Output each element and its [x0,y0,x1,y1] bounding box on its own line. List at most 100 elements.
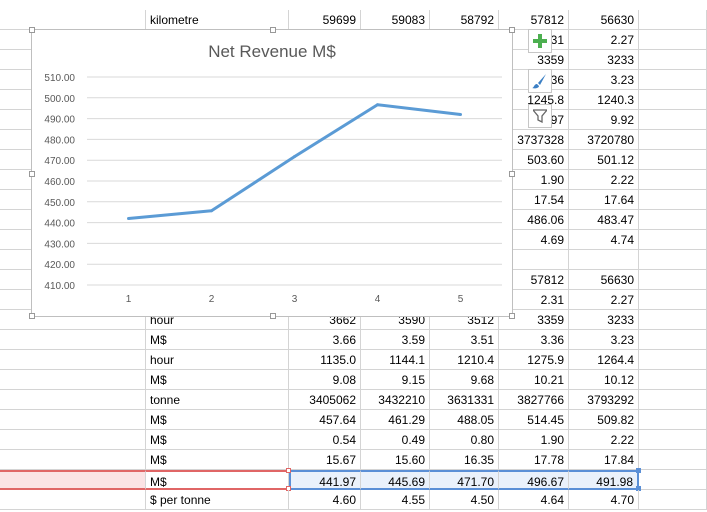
table-cell[interactable] [639,230,707,250]
row-label-cell[interactable]: M$ [146,470,289,490]
value-cell[interactable]: 9.15 [361,370,430,390]
value-cell[interactable]: 57812 [499,10,569,30]
value-cell[interactable]: 3.51 [430,330,499,350]
value-cell[interactable]: 1135.0 [289,350,361,370]
value-cell[interactable]: 3233 [569,310,639,330]
row-label-cell[interactable]: M$ [146,410,289,430]
chart-styles-button[interactable] [528,69,552,93]
resize-handle-bottom-left[interactable] [29,313,35,319]
value-cell[interactable]: 9.08 [289,370,361,390]
resize-handle-top-right[interactable] [509,27,515,33]
chart-elements-button[interactable] [528,29,552,53]
value-cell[interactable]: 3359 [499,310,569,330]
value-cell[interactable]: 4.64 [499,490,569,510]
value-cell[interactable]: 15.60 [361,450,430,470]
value-cell[interactable]: 3405062 [289,390,361,410]
value-cell[interactable]: 2.22 [569,170,639,190]
value-cell[interactable]: 501.12 [569,150,639,170]
row-label-cell[interactable]: M$ [146,330,289,350]
table-cell[interactable] [639,310,707,330]
value-cell[interactable]: 16.35 [430,450,499,470]
row-label-cell[interactable]: $ per tonne [146,490,289,510]
table-cell[interactable] [639,450,707,470]
value-cell[interactable]: 3.23 [569,70,639,90]
value-cell[interactable]: 9.68 [430,370,499,390]
value-cell[interactable]: 2.22 [569,430,639,450]
data-point[interactable] [459,112,462,116]
value-cell[interactable]: 3793292 [569,390,639,410]
table-cell[interactable] [0,350,146,370]
table-cell[interactable] [639,290,707,310]
table-cell[interactable] [639,370,707,390]
table-row[interactable]: hour 3662 3590 3512 3359 3233 [0,310,707,330]
table-cell[interactable] [639,70,707,90]
value-cell[interactable]: 2.27 [569,290,639,310]
resize-handle-left[interactable] [29,171,35,177]
value-cell[interactable]: 445.69 [361,470,430,490]
value-cell[interactable]: 1144.1 [361,350,430,370]
value-cell[interactable]: 3.66 [289,330,361,350]
table-cell[interactable] [0,310,146,330]
table-cell[interactable] [639,270,707,290]
value-cell[interactable]: 471.70 [430,470,499,490]
selection-handle[interactable] [286,468,291,473]
value-cell[interactable]: 17.84 [569,450,639,470]
value-cell[interactable]: 0.80 [430,430,499,450]
value-cell[interactable]: 486.06 [499,210,569,230]
value-cell[interactable]: 3631331 [430,390,499,410]
chart-filters-button[interactable] [528,104,552,128]
value-cell[interactable]: 3827766 [499,390,569,410]
table-cell[interactable] [0,330,146,350]
value-cell[interactable]: 1.90 [499,170,569,190]
value-cell[interactable]: 4.60 [289,490,361,510]
selection-handle[interactable] [636,468,641,473]
row-label-cell[interactable]: kilometre [146,10,289,30]
value-cell[interactable]: 3.36 [499,330,569,350]
table-row[interactable]: kilometre 59699 59083 58792 57812 56630 [0,10,707,30]
line-chart[interactable]: Net Revenue M$ 410.00 420.00 430.00 440.00 4… [29,27,515,319]
value-cell[interactable] [569,250,639,270]
value-cell[interactable]: 3.23 [569,330,639,350]
table-cell[interactable] [0,410,146,430]
table-row[interactable]: M$ 3.66 3.59 3.51 3.36 3.23 [0,330,707,350]
value-cell[interactable]: 56630 [569,10,639,30]
table-cell[interactable] [0,370,146,390]
value-cell[interactable]: 1210.4 [430,350,499,370]
value-cell[interactable]: 1275.9 [499,350,569,370]
value-cell[interactable]: 4.50 [430,490,499,510]
table-cell[interactable] [0,390,146,410]
table-row[interactable]: M$ 15.67 15.60 16.35 17.78 17.84 [0,450,707,470]
value-cell[interactable]: 1245.8 [499,90,569,110]
value-cell[interactable]: 3720780 [569,130,639,150]
resize-handle-top-left[interactable] [29,27,35,33]
row-label-cell[interactable]: M$ [146,450,289,470]
value-cell[interactable]: 3737328 [499,130,569,150]
table-cell[interactable] [639,250,707,270]
value-cell[interactable]: 17.78 [499,450,569,470]
table-cell[interactable] [639,430,707,450]
value-cell[interactable]: 503.60 [499,150,569,170]
resize-handle-top[interactable] [270,27,276,33]
resize-handle-bottom[interactable] [270,313,276,319]
value-cell[interactable]: 3233 [569,50,639,70]
value-cell[interactable]: 4.55 [361,490,430,510]
row-label-cell[interactable]: tonne [146,390,289,410]
data-point[interactable] [376,103,379,107]
data-point[interactable] [210,209,213,213]
value-cell[interactable]: 10.21 [499,370,569,390]
table-cell[interactable] [639,90,707,110]
table-cell[interactable] [639,330,707,350]
table-cell[interactable] [0,490,146,510]
value-cell[interactable]: 3359 [499,50,569,70]
value-cell[interactable]: 483.47 [569,210,639,230]
value-cell[interactable]: 10.12 [569,370,639,390]
table-row[interactable]: M$ 9.08 9.15 9.68 10.21 10.12 [0,370,707,390]
value-cell[interactable]: 1240.3 [569,90,639,110]
table-cell[interactable] [0,430,146,450]
value-cell[interactable]: 2.31 [499,290,569,310]
value-cell[interactable]: 56630 [569,270,639,290]
value-cell[interactable]: 514.45 [499,410,569,430]
value-cell[interactable]: 457.64 [289,410,361,430]
value-cell[interactable]: 3.59 [361,330,430,350]
value-cell[interactable]: 59699 [289,10,361,30]
